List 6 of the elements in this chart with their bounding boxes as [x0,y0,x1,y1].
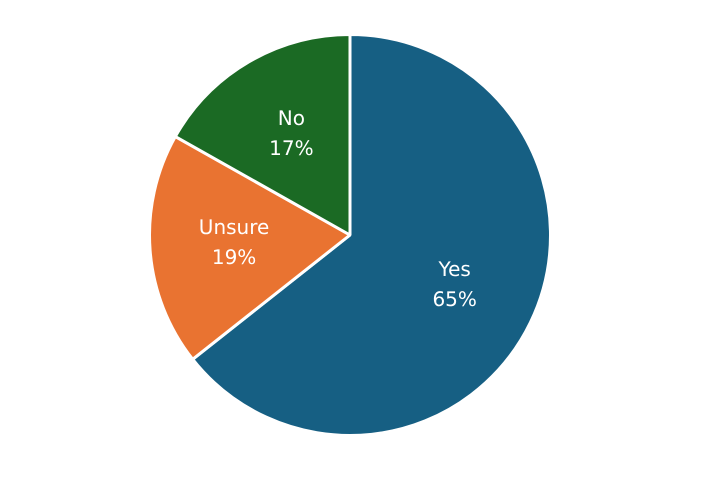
data-label: 19% [212,245,256,270]
slice-label: Unsure [198,215,270,240]
data-label: 65% [432,286,477,311]
slice-label: No [278,106,305,130]
slice-label: Yes [438,256,471,281]
data-label: 17% [269,136,314,160]
